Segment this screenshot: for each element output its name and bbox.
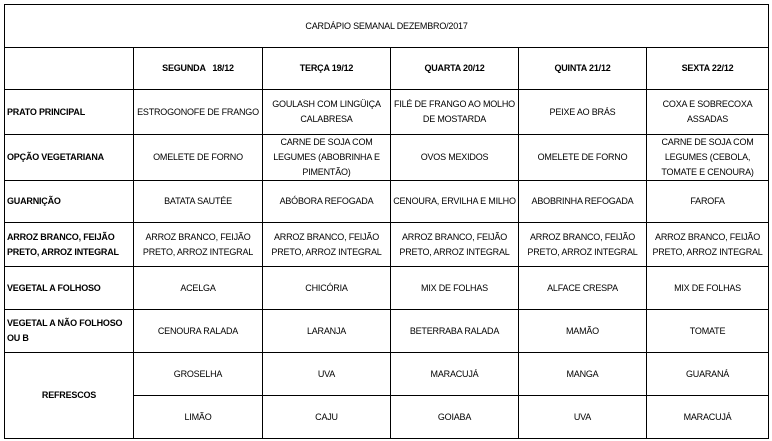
menu-cell: TOMATE <box>645 309 770 353</box>
menu-cell: UVA <box>262 352 391 396</box>
menu-cell: ARROZ BRANCO, FEIJÃO PRETO, ARROZ INTEGR… <box>645 222 770 267</box>
menu-cell: MIX DE FOLHAS <box>645 266 770 310</box>
day-header: TERÇA 19/12 <box>262 47 391 90</box>
row-label: VEGETAL A FOLHOSO <box>4 266 134 310</box>
menu-cell: LIMÃO <box>133 395 263 439</box>
menu-cell: LARANJA <box>262 309 391 353</box>
menu-cell: ARROZ BRANCO, FEIJÃO PRETO, ARROZ INTEGR… <box>133 222 263 267</box>
row-label-refrescos: REFRESCOS <box>4 352 134 439</box>
day-header: QUINTA 21/12 <box>518 47 647 90</box>
menu-cell: OMELETE DE FORNO <box>133 134 263 181</box>
table-row-refrescos-1: REFRESCOS GROSELHA UVA MARACUJÁ MANGA GU… <box>4 352 770 439</box>
weekly-menu-table: CARDÁPIO SEMANAL DEZEMBRO/2017 SEGUNDA 1… <box>3 4 770 439</box>
menu-cell: PEIXE AO BRÁS <box>518 89 647 135</box>
menu-cell: CENOURA, ERVILHA E MILHO <box>390 180 519 223</box>
menu-cell: MARACUJÁ <box>645 395 770 439</box>
menu-cell: ESTROGONOFE DE FRANGO <box>133 89 263 135</box>
header-empty-cell <box>4 47 134 90</box>
menu-cell: ACELGA <box>133 266 263 310</box>
row-label: GUARNIÇÃO <box>4 180 134 223</box>
menu-cell: ARROZ BRANCO, FEIJÃO PRETO, ARROZ INTEGR… <box>262 222 391 267</box>
menu-cell: MARACUJÁ <box>390 352 519 396</box>
table-row: OPÇÃO VEGETARIANA OMELETE DE FORNO CARNE D… <box>4 134 770 181</box>
menu-cell: MANGA <box>518 352 647 396</box>
menu-title: CARDÁPIO SEMANAL DEZEMBRO/2017 <box>3 4 770 48</box>
table-row: GUARNIÇÃO BATATA SAUTÉE ABÓBORA REFOGADA CE… <box>4 180 770 223</box>
menu-cell: GUARANÁ <box>645 352 770 396</box>
menu-cell: UVA <box>518 395 647 439</box>
menu-cell: FAROFA <box>645 180 770 223</box>
menu-cell: CAJU <box>262 395 391 439</box>
row-label: ARROZ BRANCO, FEIJÃO PRETO, ARROZ INTEGR… <box>4 222 134 267</box>
menu-cell: CHICÓRIA <box>262 266 391 310</box>
day-header: SEGUNDA 18/12 <box>133 47 263 90</box>
menu-cell: BETERRABA RALADA <box>390 309 519 353</box>
table-row-refrescos-2: LIMÃO CAJU GOIABA UVA MARACUJÁ <box>5 395 770 439</box>
row-label: VEGETAL A NÃO FOLHOSO OU B <box>4 309 134 353</box>
menu-cell: CENOURA RALADA <box>133 309 263 353</box>
menu-cell: ARROZ BRANCO, FEIJÃO PRETO, ARROZ INTEGR… <box>518 222 647 267</box>
menu-cell: COXA E SOBRECOXA ASSADAS <box>645 89 770 135</box>
menu-cell: ALFACE CRESPA <box>518 266 647 310</box>
day-header: SEXTA 22/12 <box>645 47 770 90</box>
menu-cell: GROSELHA <box>133 352 263 396</box>
menu-cell: ABOBRINHA REFOGADA <box>518 180 647 223</box>
table-row: PRATO PRINCIPAL ESTROGONOFE DE FRANGO GOUL… <box>4 89 770 135</box>
menu-cell: GOIABA <box>390 395 519 439</box>
menu-cell: ARROZ BRANCO, FEIJÃO PRETO, ARROZ INTEGR… <box>390 222 519 267</box>
header-row: SEGUNDA 18/12 TERÇA 19/12 QUARTA 20/12 Q… <box>4 47 770 90</box>
menu-cell: OMELETE DE FORNO <box>518 134 647 181</box>
menu-cell: MAMÃO <box>518 309 647 353</box>
menu-cell: ABÓBORA REFOGADA <box>262 180 391 223</box>
day-header: QUARTA 20/12 <box>390 47 519 90</box>
menu-cell: CARNE DE SOJA COM LEGUMES (ABOBRINHA E P… <box>262 134 391 181</box>
menu-cell: OVOS MEXIDOS <box>390 134 519 181</box>
menu-cell: MIX DE FOLHAS <box>390 266 519 310</box>
table-row: VEGETAL A FOLHOSO ACELGA CHICÓRIA MIX DE FO… <box>4 266 770 310</box>
menu-cell: FILÉ DE FRANGO AO MOLHO DE MOSTARDA <box>390 89 519 135</box>
table-row: ARROZ BRANCO, FEIJÃO PRETO, ARROZ INTEGR… <box>4 222 770 267</box>
table-row: VEGETAL A NÃO FOLHOSO OU B CENOURA RALADA… <box>4 309 770 353</box>
menu-cell: GOULASH COM LINGÜIÇA CALABRESA <box>262 89 391 135</box>
menu-cell: BATATA SAUTÉE <box>133 180 263 223</box>
menu-cell: CARNE DE SOJA COM LEGUMES (CEBOLA, TOMAT… <box>645 134 770 181</box>
row-label: OPÇÃO VEGETARIANA <box>4 134 134 181</box>
row-label: PRATO PRINCIPAL <box>4 89 134 135</box>
